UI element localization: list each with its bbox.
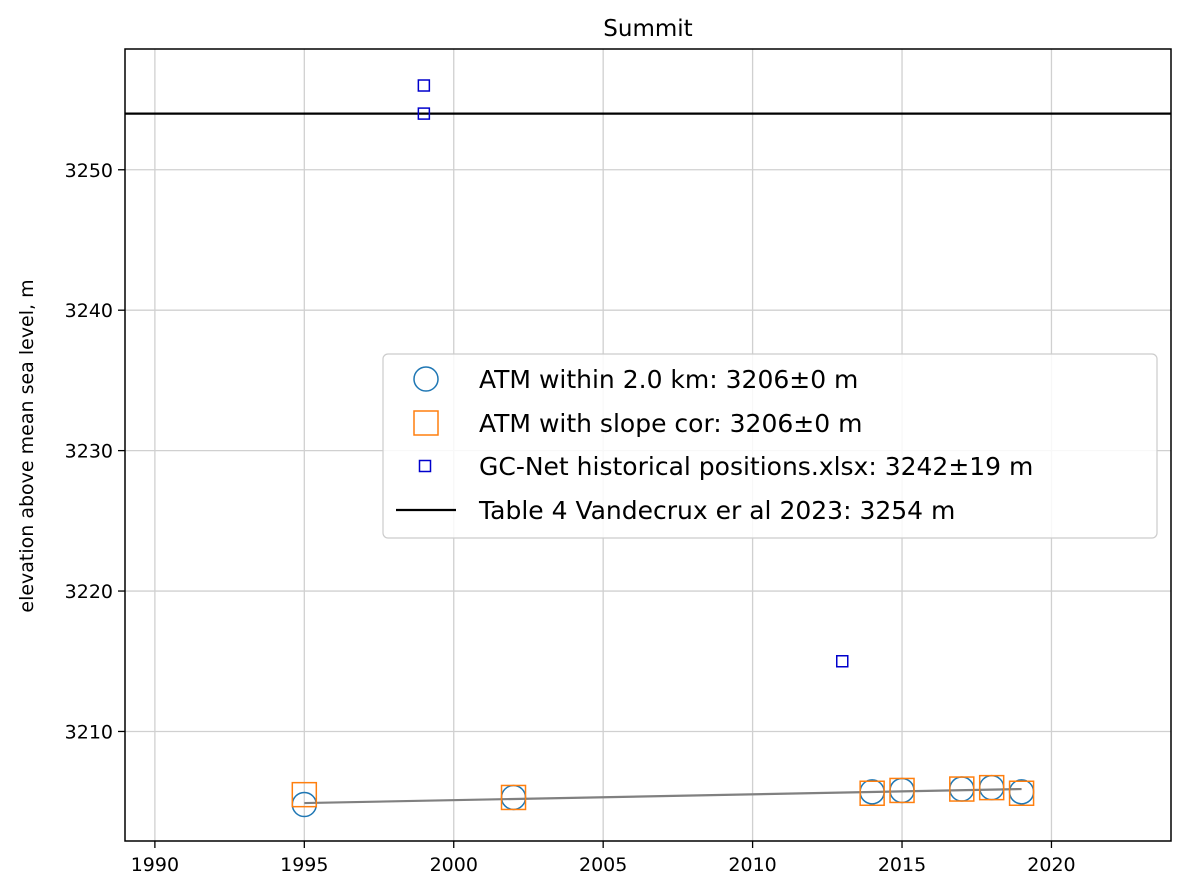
chart-title: Summit	[603, 16, 692, 42]
atm-slope-point	[889, 777, 915, 804]
trend-line	[304, 787, 1022, 805]
x-tick-label: 2010	[728, 854, 776, 876]
plot-frame	[124, 48, 1172, 842]
legend-label-atm-within: ATM within 2.0 km: 3206±0 m	[479, 365, 858, 394]
y-axis-label: elevation above mean sea level, m	[16, 279, 38, 612]
atm-slope-point	[500, 784, 527, 811]
gcnet-point	[417, 79, 431, 92]
atm-slope-point	[1008, 780, 1035, 807]
x-tick-label: 2015	[878, 854, 926, 876]
atm-within-point	[500, 784, 527, 811]
y-tick-label: 3250	[65, 160, 113, 182]
legend-label-atm-slope: ATM with slope cor: 3206±0 m	[479, 409, 862, 438]
y-tick-label: 3210	[65, 721, 113, 743]
atm-slope-point	[859, 780, 885, 807]
atm-slope-point	[978, 774, 1005, 801]
legend-label-gcnet: GC-Net historical positions.xlsx: 3242±1…	[479, 452, 1033, 481]
legend-marker-atm-within	[413, 366, 439, 392]
gcnet-point	[417, 107, 431, 120]
legend-marker-atm-slope	[413, 410, 439, 436]
atm-within-point	[1008, 779, 1035, 805]
x-tick-label: 2005	[579, 854, 627, 876]
atm-within-point	[978, 774, 1005, 801]
x-tick-label: 1995	[280, 854, 328, 876]
x-tick-label: 2000	[430, 854, 478, 876]
x-tick-label: 1990	[131, 854, 179, 876]
y-tick-label: 3220	[65, 581, 113, 603]
atm-slope-point	[291, 781, 318, 808]
y-tick-label: 3240	[65, 300, 113, 322]
tick-layer: 1990 1995 2000 2005 2010 2015 2020 3210 3220 3230…	[65, 160, 1076, 876]
legend-box	[382, 353, 1158, 539]
legend: ATM within 2.0 km: 3206±0 m ATM with slo…	[382, 353, 1158, 539]
legend-marker-gcnet	[418, 459, 432, 473]
x-tick-label: 2020	[1027, 854, 1075, 876]
legend-label-table4: Table 4 Vandecrux er al 2023: 3254 m	[478, 496, 955, 525]
atm-slope-point	[949, 776, 975, 802]
y-tick-label: 3230	[65, 441, 113, 463]
gcnet-point	[836, 655, 849, 668]
data-layer	[125, 79, 1171, 818]
